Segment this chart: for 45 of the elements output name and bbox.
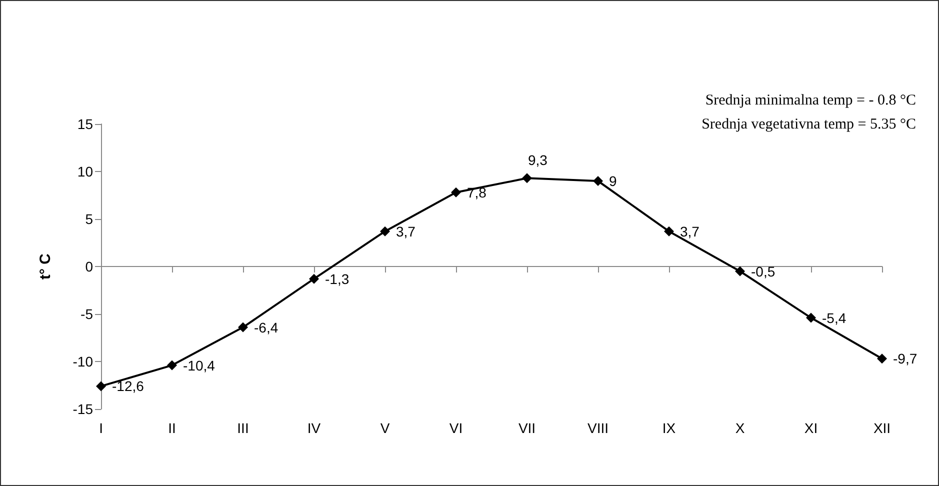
x-tick-label: XI: [804, 420, 818, 436]
x-tick-label: VII: [518, 420, 536, 436]
x-tick-label: II: [168, 420, 176, 436]
y-tick-label: 5: [85, 211, 94, 227]
point: [664, 226, 674, 236]
data-label: -1,3: [325, 270, 350, 287]
data-label: -6,4: [254, 319, 278, 336]
data-label: 9,3: [528, 152, 548, 168]
point: [877, 354, 887, 364]
point: [522, 173, 532, 184]
y-tick-label: -15: [72, 401, 94, 417]
point: [380, 226, 390, 236]
x-tick-label: VIII: [587, 420, 609, 436]
y-axis-title: t° C: [37, 253, 54, 280]
data-label: 3,7: [396, 223, 416, 240]
point: [593, 176, 603, 186]
data-label: -10,4: [183, 357, 216, 374]
x-tick-label: XII: [873, 420, 891, 436]
y-tick-label: 15: [77, 116, 94, 132]
data-label: -9,7: [893, 350, 918, 367]
data-label: -5,4: [822, 310, 846, 326]
y-tick-label: -10: [72, 354, 94, 370]
x-tick-label: V: [380, 420, 390, 436]
point: [96, 381, 106, 392]
point: [309, 274, 319, 284]
x-tick-label: IV: [307, 420, 322, 436]
point: [735, 266, 745, 276]
y-tick-label: 10: [77, 164, 94, 180]
point: [451, 187, 461, 198]
point: [238, 322, 248, 332]
data-label: 9: [609, 173, 617, 189]
x-tick-label: VI: [449, 420, 463, 436]
data-label: -12,6: [112, 378, 144, 394]
data-label: -0,5: [751, 263, 776, 280]
point: [806, 312, 816, 323]
x-tick-label: I: [99, 420, 103, 436]
annotation: Srednja vegetativna temp = 5.35 °C: [702, 116, 916, 132]
x-tick-label: X: [735, 420, 746, 436]
text: Srednja minimalna temp = - 0.8 °C: [705, 92, 916, 108]
x-tick-label: III: [237, 420, 249, 436]
point: [167, 360, 177, 370]
x-tick-label: IX: [662, 420, 676, 436]
y-tick-label: -5: [80, 306, 94, 322]
data-label: 3,7: [680, 223, 700, 240]
y-tick-label: 0: [85, 258, 94, 274]
